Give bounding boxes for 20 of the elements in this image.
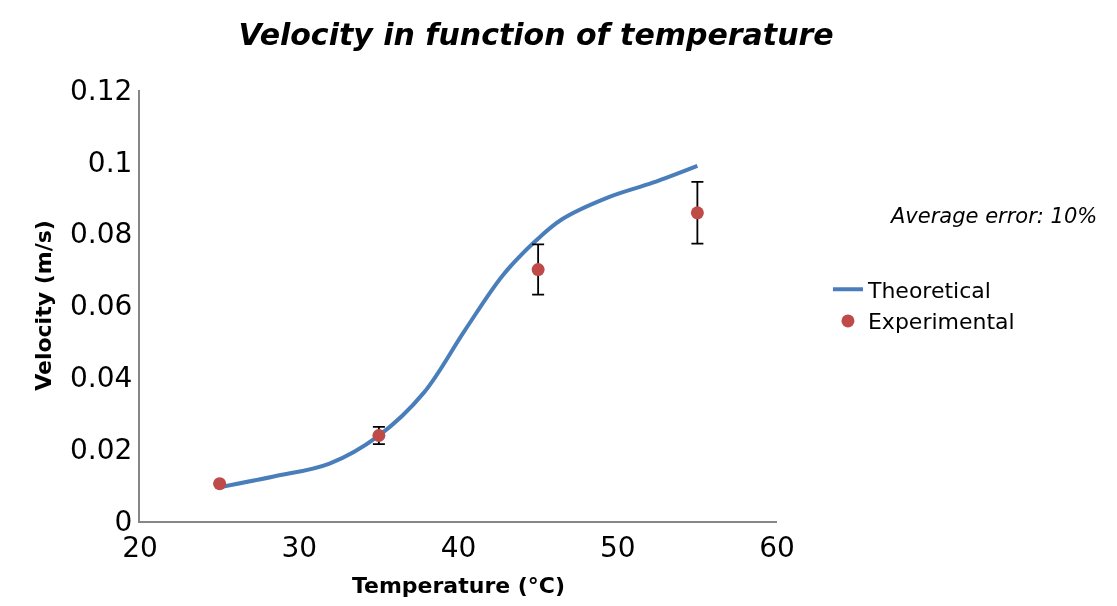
x-axis-title: Temperature (°C): [351, 573, 566, 598]
point: [690, 206, 704, 220]
chart-title: Velocity in function of temperature: [238, 17, 834, 53]
y-tick-label: 0.06: [70, 289, 133, 323]
y-tick-label: 0.02: [70, 432, 133, 466]
y-tick-label: 0.04: [70, 361, 133, 395]
x-tick-label: 40: [440, 530, 477, 564]
legend-label: Experimental: [867, 309, 1015, 335]
x-tick-label: 50: [599, 530, 636, 564]
x-tick-label: 60: [759, 530, 795, 564]
y-tick-label: 0.12: [70, 73, 133, 107]
point: [213, 477, 227, 491]
x-tick-label: 20: [122, 530, 158, 564]
y-axis-title: Velocity (m/s): [31, 220, 57, 391]
legend-label: Theoretical: [866, 277, 991, 303]
y-tick-label: 0.08: [70, 217, 133, 251]
x-tick-label: 30: [281, 530, 318, 564]
text: Average error: 10%: [889, 204, 1098, 228]
y-tick-label: 0.1: [87, 145, 133, 179]
point: [531, 263, 545, 277]
